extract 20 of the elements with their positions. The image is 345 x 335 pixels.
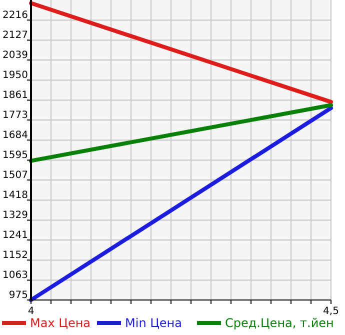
legend-label: Сред.Цена, т.йен: [225, 316, 334, 330]
y-tick-label: 1507: [2, 170, 28, 181]
y-tick-label: 1773: [2, 110, 28, 121]
y-tick-label: 1152: [2, 250, 28, 262]
x-tick-label: 4: [28, 306, 34, 317]
y-tick-label: 1241: [2, 230, 28, 241]
y-tick-label: 2216: [2, 10, 28, 22]
y-tick-label: 2039: [2, 50, 28, 61]
y-tick-label: 1063: [2, 270, 28, 282]
y-tick-label: 1329: [2, 210, 28, 222]
legend-label: Min Цена: [125, 316, 182, 330]
y-tick-label: 975: [8, 290, 28, 301]
y-tick-label: 1861: [2, 90, 28, 102]
y-tick-label: 2127: [2, 30, 28, 42]
y-tick-label: 1595: [2, 150, 28, 162]
y-tick-label: 1684: [2, 130, 28, 142]
y-tick-label: 1418: [2, 190, 28, 202]
legend-label: Max Цена: [30, 316, 91, 330]
x-tick-label: 4,5: [323, 306, 339, 317]
y-tick-label: 1950: [2, 70, 28, 82]
